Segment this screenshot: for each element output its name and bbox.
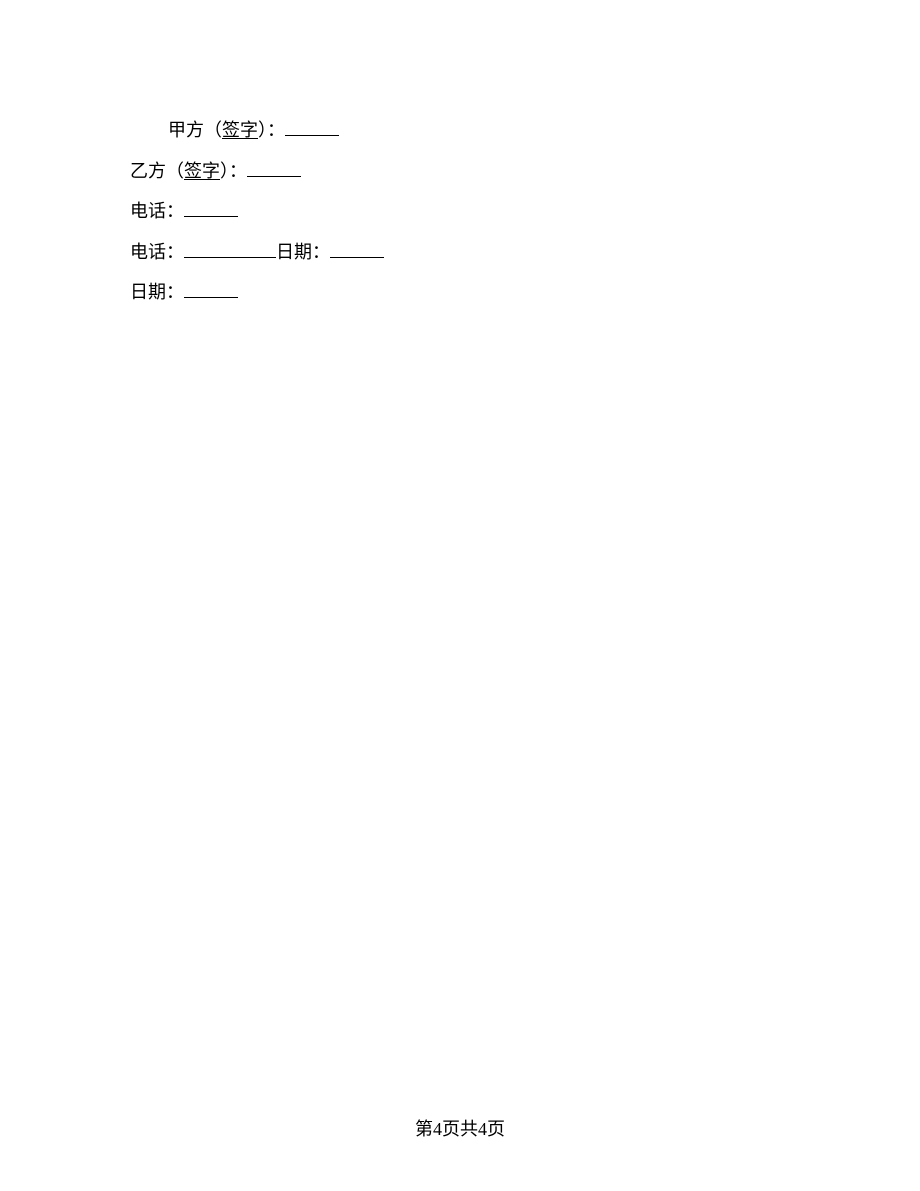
phone-label-1: 电话：	[130, 201, 184, 221]
document-content: 甲方（签字）： 乙方（签字）： 电话： 电话：日期： 日期：	[0, 0, 920, 313]
party-a-suffix: ）：	[258, 120, 285, 140]
party-b-blank	[247, 159, 301, 176]
phone-label-2: 电话：	[130, 242, 184, 262]
date-blank-2	[184, 281, 238, 298]
phone-date-line: 电话： 日期：	[130, 232, 790, 273]
date-line-2: 日期：	[130, 272, 790, 313]
party-b-sign-text: 签字	[184, 161, 220, 181]
party-a-blank	[285, 119, 339, 136]
phone-line-1: 电话：	[130, 191, 790, 232]
page-number: 第4页共4页	[415, 1119, 505, 1139]
date-blank-1	[330, 240, 384, 257]
date-label-2: 日期：	[130, 282, 184, 302]
party-b-prefix: 乙方（	[130, 161, 184, 181]
phone-blank-2	[184, 240, 276, 257]
party-a-prefix: 甲方（	[168, 120, 222, 140]
party-b-suffix: ）：	[220, 161, 247, 181]
party-b-line: 乙方（签字）：	[130, 151, 790, 192]
phone-blank-1	[184, 200, 238, 217]
page-footer: 第4页共4页	[0, 1115, 920, 1141]
date-label-1: 日期：	[276, 242, 330, 262]
party-a-line: 甲方（签字）：	[130, 110, 790, 151]
party-a-sign-text: 签字	[222, 120, 258, 140]
